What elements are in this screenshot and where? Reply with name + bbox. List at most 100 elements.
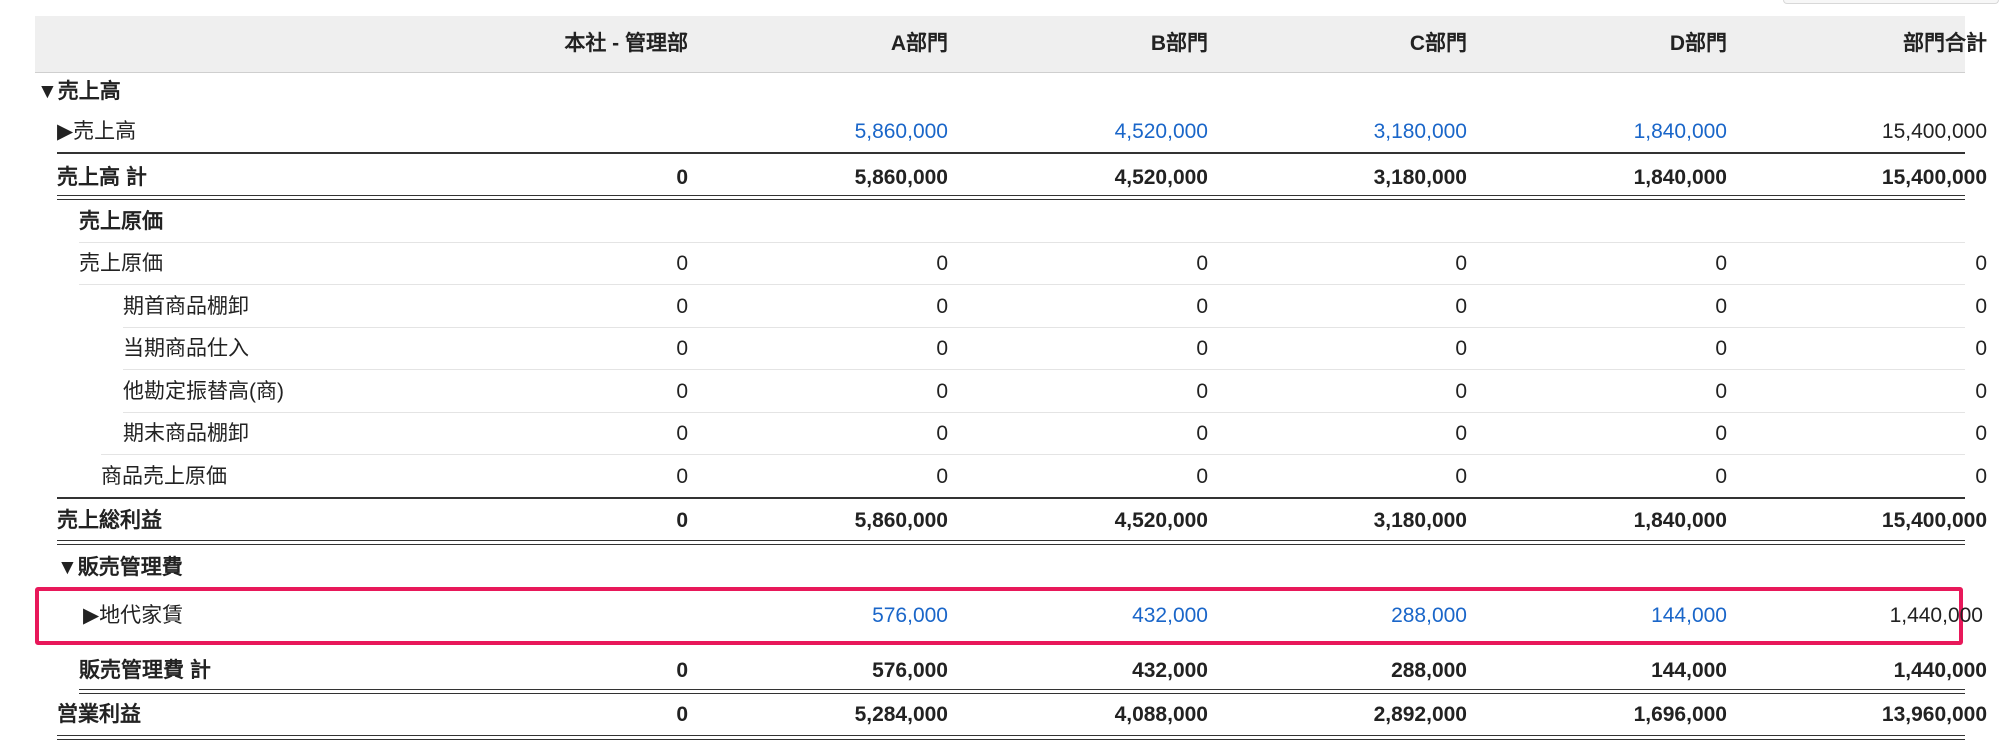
value-cell: 0 [1196,380,1208,403]
value-cell: 1,696,000 [1633,703,1727,726]
value-cell: 0 [676,166,688,189]
corner-tab [1783,0,1999,4]
value-cell: 1,440,000 [1889,604,1983,627]
col-header-b: B部門 [1150,32,1208,55]
value-cell: 0 [1196,422,1208,445]
value-cell: 0 [1715,252,1727,275]
value-cell: 0 [676,465,688,488]
table-row: 売上原価 0 0 0 0 0 0 [35,247,1987,281]
value-link[interactable]: 1,840,000 [1633,120,1727,143]
col-header-total: 部門合計 [1903,32,1987,55]
value-link[interactable]: 288,000 [1391,604,1467,627]
value-cell: 576,000 [872,659,948,682]
value-cell: 0 [676,703,688,726]
value-cell: 0 [1196,337,1208,360]
value-cell: 0 [1975,422,1987,445]
value-cell: 0 [936,252,948,275]
value-cell: 0 [1715,295,1727,318]
value-cell: 0 [936,295,948,318]
value-cell: 0 [1455,337,1467,360]
value-cell: 432,000 [1132,659,1208,682]
value-cell: 4,520,000 [1114,166,1208,189]
section-toggle[interactable]: ▼販売管理費 [57,556,183,579]
value-cell: 0 [1196,295,1208,318]
row-label: 期末商品棚卸 [123,422,249,445]
value-cell: 0 [936,465,948,488]
row-rule [57,540,1965,545]
value-cell: 0 [1975,380,1987,403]
value-cell: 0 [1975,295,1987,318]
row-label: 売上原価 [79,252,163,275]
row-label: 売上原価 [79,210,163,233]
value-cell: 1,440,000 [1893,659,1987,682]
section-toggle[interactable]: ▼売上高 [37,80,121,103]
table-row: 当期商品仕入 0 0 0 0 0 0 [35,332,1987,366]
value-cell: 0 [676,659,688,682]
value-cell: 288,000 [1391,659,1467,682]
col-header-honsha: 本社 - 管理部 [564,32,688,55]
row-rule [57,195,1965,200]
value-cell: 15,400,000 [1881,509,1987,532]
row-label: 期首商品棚卸 [123,295,249,318]
value-cell: 0 [1455,422,1467,445]
row-divider [123,327,1965,328]
value-cell: 0 [1455,380,1467,403]
value-cell: 0 [676,252,688,275]
value-cell: 0 [936,380,948,403]
value-cell: 0 [1455,295,1467,318]
value-cell: 0 [1715,465,1727,488]
value-cell: 0 [1975,252,1987,275]
value-cell: 0 [1715,422,1727,445]
value-cell: 0 [1196,252,1208,275]
row-divider [79,242,1965,243]
value-cell: 1,840,000 [1633,166,1727,189]
row-divider [123,369,1965,370]
row-label: 商品売上原価 [101,465,227,488]
value-link[interactable]: 3,180,000 [1373,120,1467,143]
highlight-box [35,587,1963,645]
table-row: 売上原価 [35,205,1965,239]
value-cell: 1,840,000 [1633,509,1727,532]
row-label: 販売管理費 計 [79,659,211,682]
value-cell: 0 [936,337,948,360]
value-cell: 0 [676,509,688,532]
value-cell: 0 [1196,465,1208,488]
row-rule [57,497,1965,499]
value-cell: 0 [676,422,688,445]
row-label: 売上総利益 [57,509,162,532]
row-rule [79,689,1965,694]
row-label: 当期商品仕入 [123,337,249,360]
value-cell: 0 [1975,465,1987,488]
col-header-a: A部門 [890,32,948,55]
value-link[interactable]: 576,000 [872,604,948,627]
value-cell: 0 [936,422,948,445]
row-label: 売上高 計 [57,166,147,189]
value-cell: 3,180,000 [1373,166,1467,189]
expand-row-toggle[interactable]: ▶地代家賃 [83,604,184,627]
row-divider [101,454,1965,455]
value-link[interactable]: 4,520,000 [1114,120,1208,143]
table-row: ▶地代家賃 576,000 432,000 288,000 144,000 1,… [35,598,1983,634]
value-link[interactable]: 144,000 [1651,604,1727,627]
value-link[interactable]: 5,860,000 [854,120,948,143]
value-cell: 0 [1455,252,1467,275]
expand-row-toggle[interactable]: ▶売上高 [57,120,137,143]
col-header-c: C部門 [1409,32,1467,55]
value-cell: 3,180,000 [1373,509,1467,532]
value-cell: 0 [676,337,688,360]
value-cell: 2,892,000 [1373,703,1467,726]
table-header: 本社 - 管理部 A部門 B部門 C部門 D部門 部門合計 [35,16,1987,73]
table-row: 売上高 計 0 5,860,000 4,520,000 3,180,000 1,… [35,161,1987,195]
value-cell: 4,088,000 [1114,703,1208,726]
value-cell: 4,520,000 [1114,509,1208,532]
value-link[interactable]: 432,000 [1132,604,1208,627]
value-cell: 0 [1975,337,1987,360]
row-rule [57,152,1965,154]
value-cell: 15,400,000 [1881,166,1987,189]
table-row: ▼販売管理費 [35,551,1965,585]
value-cell: 13,960,000 [1881,703,1987,726]
row-rule [57,735,1965,740]
table-row: 営業利益 0 5,284,000 4,088,000 2,892,000 1,6… [35,698,1987,732]
value-cell: 0 [676,380,688,403]
table-row: 商品売上原価 0 0 0 0 0 0 [35,460,1987,494]
